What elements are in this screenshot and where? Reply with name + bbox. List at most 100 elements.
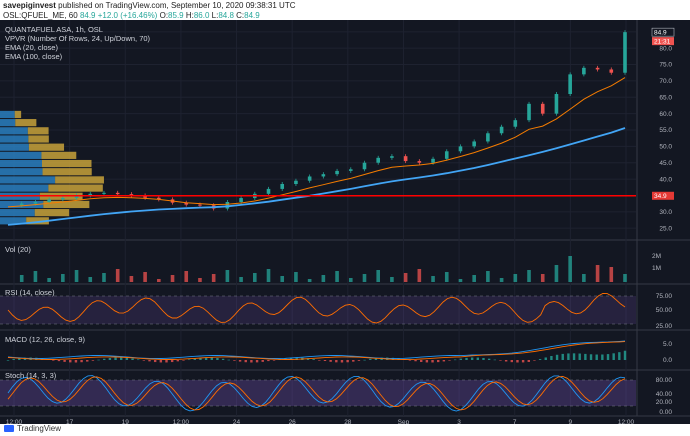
legend-ema100[interactable]: EMA (100, close) <box>5 52 63 61</box>
last-price-tag-text: 84.9 <box>654 29 667 36</box>
macd-histogram-bar <box>131 358 134 360</box>
macd-histogram-bar <box>52 360 55 361</box>
candle-body[interactable] <box>348 169 353 171</box>
macd-histogram-bar <box>465 357 468 360</box>
candle-body[interactable] <box>61 198 65 200</box>
macd-histogram-bar <box>238 360 242 362</box>
ema20-line[interactable] <box>7 77 626 208</box>
candle-body[interactable] <box>582 67 586 75</box>
candle-body[interactable] <box>294 180 298 184</box>
candle-body[interactable] <box>102 192 106 194</box>
stoch-pane-title[interactable]: Stoch (14, 3, 3) <box>5 371 57 380</box>
volume-bar <box>390 277 394 282</box>
price-plot[interactable] <box>0 30 636 226</box>
macd-histogram-bar <box>136 359 140 361</box>
macd-histogram-bar <box>233 360 236 361</box>
candle-body[interactable] <box>431 158 435 163</box>
candle-body[interactable] <box>321 174 326 177</box>
candle-body[interactable] <box>362 162 367 170</box>
candle-body[interactable] <box>74 195 79 199</box>
price-tick-label: 50.0 <box>659 144 672 151</box>
candle-body[interactable] <box>499 126 504 134</box>
candle-body[interactable] <box>540 103 545 114</box>
candle-body[interactable] <box>335 170 339 175</box>
indicator-panes[interactable] <box>0 256 636 412</box>
chart-container[interactable]: QUANTAFUEL ASA, 1h, OSL VPVR (Number Of … <box>0 20 690 426</box>
volume-profile-down-bar <box>42 168 92 176</box>
volume-profile-up-bar <box>0 151 42 159</box>
chart-svg[interactable]: QUANTAFUEL ASA, 1h, OSL VPVR (Number Of … <box>0 20 690 426</box>
publish-line: savepiginvest published on TradingView.c… <box>3 1 296 10</box>
legend-vpvr[interactable]: VPVR (Number Of Rows, 24, Up/Down, 70) <box>5 34 151 43</box>
macd-histogram-bar <box>572 353 576 360</box>
candle-body[interactable] <box>184 202 189 205</box>
indicator-axes[interactable]: 2M 1M 75.00 50.00 25.00 5.0 0.0 80.00 40.0020.00… <box>652 253 672 416</box>
candle-body[interactable] <box>47 199 51 202</box>
candle-body[interactable] <box>486 133 490 142</box>
time-axis[interactable]: 12:00 17 19 12:00 24 26 28 Sep 3 7 9 12:00 <box>6 419 635 426</box>
macd-histogram-bar <box>612 353 615 360</box>
macd-histogram-bar <box>578 353 581 360</box>
macd-line[interactable] <box>7 340 626 359</box>
macd-histogram-bar <box>487 358 491 360</box>
macd-histogram-bar <box>425 360 429 363</box>
volume-profile-down-bar <box>27 127 49 135</box>
candle-body[interactable] <box>595 67 600 70</box>
macd-signal-line[interactable] <box>7 341 626 360</box>
macd-histogram-bar <box>352 360 355 362</box>
candle-body[interactable] <box>157 197 161 200</box>
time-tick-label: 24 <box>233 419 241 424</box>
volume-bar <box>348 278 353 282</box>
candle-body[interactable] <box>472 141 476 147</box>
rsi-pane-title[interactable]: RSI (14, close) <box>5 288 55 297</box>
candle-body[interactable] <box>266 188 271 194</box>
volume-bar <box>431 276 435 282</box>
volume-profile-down-bar <box>15 119 37 127</box>
candle-body[interactable] <box>623 32 627 73</box>
candle-body[interactable] <box>143 195 147 198</box>
candle-body[interactable] <box>88 193 93 196</box>
candle-body[interactable] <box>513 120 518 127</box>
candle-body[interactable] <box>390 156 394 158</box>
candle-body[interactable] <box>115 192 120 195</box>
stoch-k-line[interactable] <box>7 375 626 412</box>
candle-body[interactable] <box>403 156 408 162</box>
candle-body[interactable] <box>554 94 559 114</box>
macd-histogram-bar <box>289 357 293 360</box>
candle-body[interactable] <box>239 198 243 202</box>
candle-body[interactable] <box>225 202 230 209</box>
tradingview-logo[interactable]: TradingView <box>4 424 61 433</box>
legend-title: QUANTAFUEL ASA, 1h, OSL <box>5 25 103 34</box>
stoch-d-line[interactable] <box>7 376 626 411</box>
candle-body[interactable] <box>198 204 202 206</box>
level-price-tag: 34.9 <box>652 191 674 200</box>
candle-body[interactable] <box>444 151 449 159</box>
price-tick-label: 75.0 <box>659 62 672 69</box>
macd-histogram-bar <box>363 359 366 361</box>
candle-body[interactable] <box>129 194 134 196</box>
candle-body[interactable] <box>33 202 38 204</box>
macd-histogram-bar <box>504 360 508 362</box>
volume-pane-title[interactable]: Vol (20) <box>5 245 31 254</box>
macd-pane-title[interactable]: MACD (12, 26, close, 9) <box>5 335 86 344</box>
candle-body[interactable] <box>458 146 463 152</box>
candle-body[interactable] <box>609 69 614 73</box>
rsi-line[interactable] <box>7 293 626 324</box>
candle-body[interactable] <box>568 74 572 94</box>
volume-bar <box>582 274 586 282</box>
time-tick-label: 9 <box>569 419 573 424</box>
macd-histogram-bar <box>521 360 525 363</box>
candle-body[interactable] <box>376 157 380 163</box>
candle-body[interactable] <box>19 203 24 206</box>
candle-body[interactable] <box>417 161 422 163</box>
publisher-name[interactable]: savepiginvest <box>3 1 56 10</box>
macd-histogram-bar <box>323 360 327 361</box>
legend-ema20[interactable]: EMA (20, close) <box>5 43 58 52</box>
candle-body[interactable] <box>527 103 531 121</box>
ema100-line[interactable] <box>7 127 626 226</box>
candle-body[interactable] <box>307 176 312 181</box>
candle-body[interactable] <box>280 184 285 189</box>
volume-bar <box>376 270 380 282</box>
macd-histogram-bar <box>120 357 123 360</box>
macd-histogram-bar <box>482 357 485 360</box>
